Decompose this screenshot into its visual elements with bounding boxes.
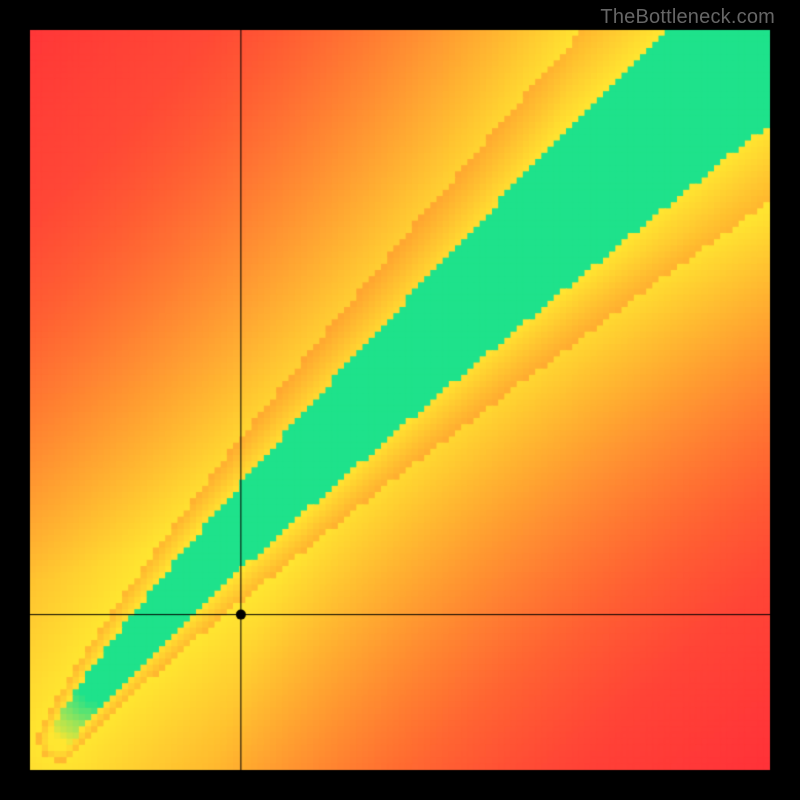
chart-container: TheBottleneck.com xyxy=(0,0,800,800)
heatmap-canvas xyxy=(0,0,800,800)
watermark-text: TheBottleneck.com xyxy=(600,6,775,29)
